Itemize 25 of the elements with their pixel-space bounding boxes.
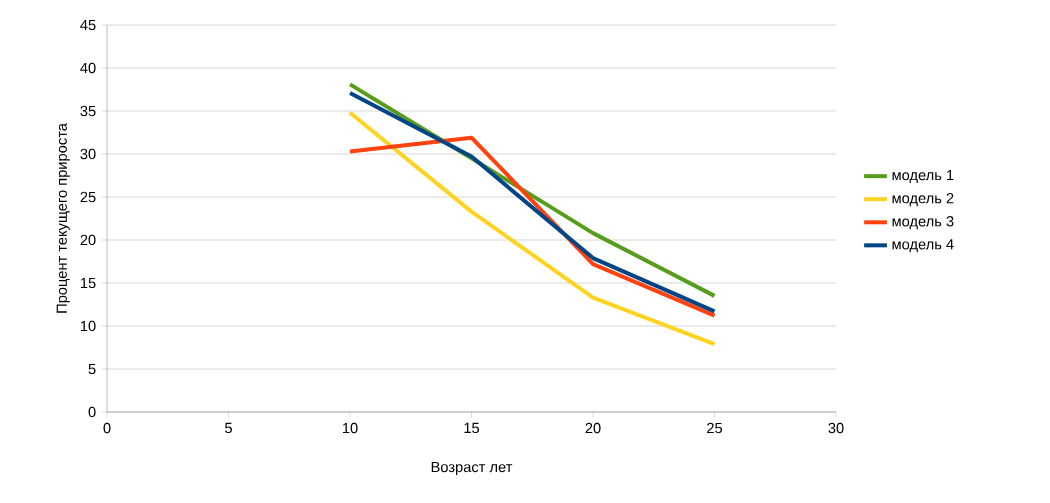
x-tick-label: 10 [342, 422, 358, 434]
x-axis-title: Возраст лет [431, 461, 513, 476]
y-tick-label: 15 [80, 277, 96, 289]
x-tick-label: 25 [707, 422, 723, 434]
y-tick-label: 5 [88, 363, 96, 375]
y-tick-label: 20 [80, 234, 96, 246]
y-tick-label: 45 [80, 19, 96, 31]
legend-label: модель 4 [892, 239, 954, 253]
x-tick-label: 5 [225, 422, 232, 434]
legend-label: модель 2 [892, 192, 954, 207]
x-tick-label: 20 [585, 422, 601, 434]
x-tick-label: 30 [828, 422, 844, 434]
x-tick-label: 15 [464, 422, 480, 434]
legend-label: модель 3 [892, 216, 954, 230]
legend-label: модель 1 [892, 170, 954, 184]
y-tick-label: 25 [80, 191, 96, 203]
line-series [348, 135, 717, 318]
y-tick-label: 0 [88, 406, 96, 418]
line-series [348, 110, 717, 347]
y-tick-label: 40 [80, 62, 96, 74]
y-tick-label: 10 [80, 320, 96, 332]
y-tick-label: 35 [80, 105, 96, 117]
x-tick-label: 0 [103, 422, 111, 434]
y-tick-label: 30 [80, 148, 96, 160]
y-axis-title: Процент текущего прироста [56, 123, 70, 313]
